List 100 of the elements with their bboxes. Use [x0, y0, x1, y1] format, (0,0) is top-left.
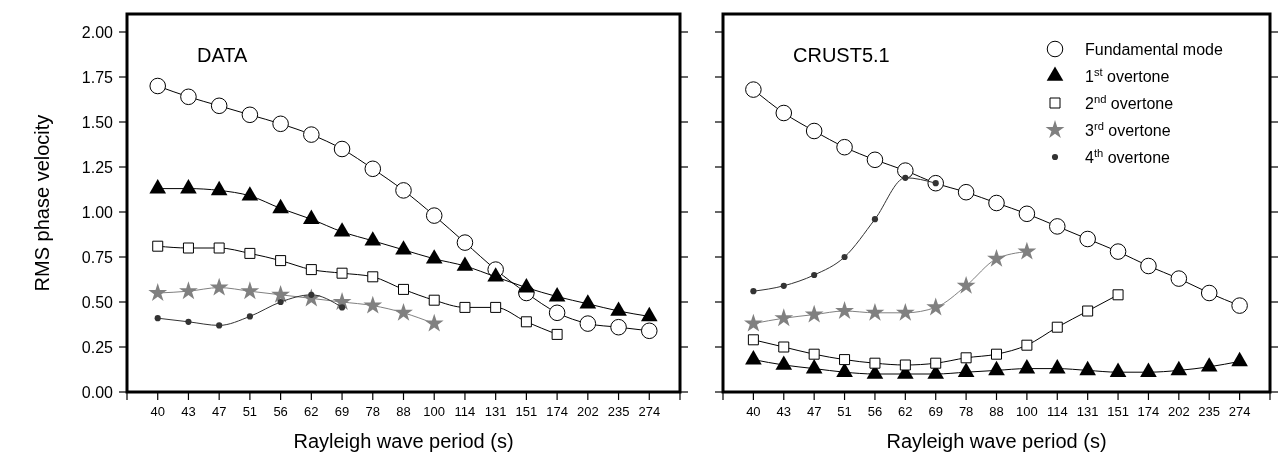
- point: [1231, 297, 1248, 314]
- point: [1079, 230, 1096, 248]
- x-axis-title: Rayleigh wave period (s): [886, 430, 1107, 452]
- x-tick-label: 56: [867, 404, 883, 419]
- x-tick-label: 131: [484, 404, 507, 419]
- point: [148, 283, 168, 302]
- point: [424, 313, 444, 332]
- point: [548, 286, 566, 302]
- point: [277, 298, 284, 306]
- x-tick-label: 43: [776, 404, 792, 419]
- point: [1140, 362, 1157, 378]
- point: [246, 313, 253, 320]
- point: [640, 306, 658, 322]
- y-tick-label: 1.25: [81, 158, 114, 176]
- x-tick-label: 62: [898, 404, 913, 419]
- x-tick-label: 174: [1137, 404, 1160, 419]
- point: [240, 281, 260, 300]
- point: [179, 281, 198, 300]
- x-tick-label: 202: [576, 404, 599, 419]
- point: [333, 140, 351, 158]
- point: [745, 349, 762, 365]
- point: [154, 315, 161, 322]
- point: [839, 354, 851, 366]
- point: [394, 302, 413, 321]
- point: [610, 301, 627, 316]
- y-tick-label: 1.00: [81, 203, 114, 221]
- point: [869, 357, 881, 369]
- x-tick-label: 202: [1167, 404, 1190, 419]
- point: [836, 362, 853, 378]
- x-tick-label: 131: [1076, 404, 1099, 419]
- y-tick-label: 0.00: [81, 383, 114, 401]
- x-tick-label: 78: [365, 404, 381, 419]
- point: [367, 271, 379, 283]
- point: [805, 122, 823, 140]
- x-tick-label: 151: [1107, 404, 1129, 419]
- x-tick-label: 69: [928, 404, 943, 419]
- point: [641, 322, 658, 340]
- point: [865, 302, 885, 321]
- point: [216, 322, 223, 329]
- x-tick-label: 235: [1198, 404, 1221, 419]
- point: [743, 313, 763, 332]
- point: [987, 248, 1006, 267]
- point: [271, 284, 291, 303]
- point: [926, 297, 946, 316]
- y-axis-title: RMS phase velocity: [31, 114, 53, 292]
- point: [895, 302, 915, 321]
- point: [275, 255, 287, 267]
- x-tick-label: 114: [1046, 404, 1068, 419]
- point: [336, 267, 348, 279]
- x-tick-label: 56: [273, 404, 288, 419]
- point: [778, 341, 790, 353]
- x-tick-label: 151: [515, 404, 538, 419]
- x-tick-label: 78: [958, 404, 974, 419]
- x-tick-label: 43: [181, 404, 196, 419]
- y-tick-label: 1.50: [81, 113, 114, 131]
- x-tick-label: 274: [638, 404, 661, 419]
- y-tick-label: 0.25: [81, 338, 114, 356]
- point: [780, 282, 787, 289]
- point: [1017, 241, 1037, 260]
- point: [518, 277, 535, 293]
- point: [774, 308, 794, 327]
- point: [1079, 360, 1096, 376]
- point: [836, 138, 853, 156]
- point: [490, 301, 502, 313]
- point: [180, 88, 197, 106]
- y-tick-label: 2.00: [81, 23, 114, 41]
- point: [1018, 358, 1036, 374]
- point: [152, 240, 164, 252]
- point: [988, 194, 1005, 212]
- point: [750, 288, 757, 295]
- point: [241, 106, 259, 124]
- point: [930, 357, 942, 369]
- point: [1200, 357, 1218, 372]
- point: [775, 104, 793, 122]
- point: [866, 151, 884, 169]
- point: [1109, 362, 1127, 378]
- text: CRUST5.1: [793, 44, 890, 66]
- x-tick-label: 114: [454, 404, 476, 419]
- legend-label: 2$^{nd}$ overtone: [1085, 92, 1174, 112]
- point: [871, 216, 879, 223]
- point: [272, 198, 289, 214]
- point: [395, 240, 412, 255]
- x-tick-label: 40: [746, 404, 761, 419]
- x-tick-label: 235: [607, 404, 630, 419]
- point: [775, 355, 793, 370]
- legend-label: Fundamental mode: [1085, 40, 1223, 58]
- point: [303, 209, 320, 225]
- point: [1021, 339, 1033, 351]
- point: [897, 162, 914, 179]
- x-axis-title: Rayleigh wave period (s): [293, 430, 514, 452]
- point: [398, 283, 409, 295]
- point: [1140, 257, 1157, 275]
- y-tick-label: 0.50: [81, 293, 114, 311]
- point: [745, 81, 762, 98]
- point: [210, 97, 228, 115]
- point: [1112, 289, 1124, 301]
- point: [1200, 284, 1218, 302]
- point: [747, 334, 759, 346]
- x-tick-label: 40: [150, 404, 165, 419]
- x-tick-label: 88: [396, 404, 411, 419]
